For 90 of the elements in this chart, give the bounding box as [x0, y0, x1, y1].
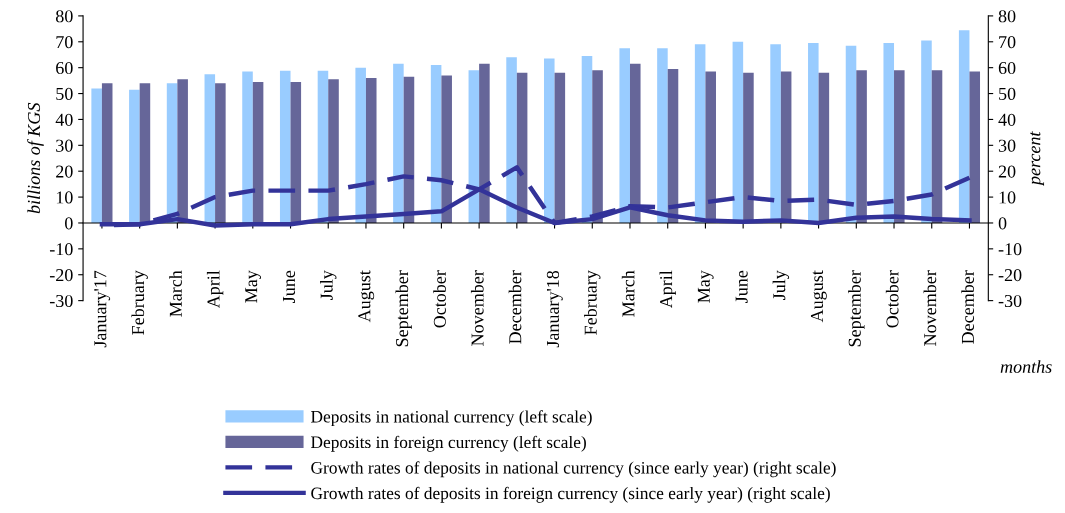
x-tick-label: November: [923, 270, 937, 346]
x-tick-label: September: [848, 270, 865, 347]
y2-tick-label: 30: [998, 139, 1016, 152]
x-tick-label: December: [961, 270, 974, 344]
bar: [969, 71, 981, 223]
y2-axis-title: percent: [1030, 131, 1045, 187]
y-tick-label: 80: [55, 10, 73, 23]
bar: [129, 89, 140, 223]
bar: [441, 75, 452, 223]
x-tick-label: September: [395, 270, 412, 347]
y-tick-label: 70: [56, 36, 73, 49]
y2-tick-label: -30: [998, 294, 1022, 308]
y-tick-label: -30: [49, 294, 73, 308]
bar: [204, 74, 216, 223]
x-tick-label: March: [621, 270, 635, 317]
y-tick-label: -10: [49, 243, 73, 256]
bar: [252, 81, 264, 223]
x-tick-label: November: [470, 270, 484, 346]
x-tick-label: June: [735, 270, 748, 303]
x-tick-label: August: [810, 270, 827, 323]
legend-label: Growth rates of deposits in foreign currency (since early year) (right scale): [311, 486, 830, 503]
y2-tick-label: 0: [998, 217, 1007, 230]
y-tick-label: 20: [56, 165, 73, 178]
x-tick-label: August: [358, 270, 375, 323]
x-tick-label: July: [320, 270, 337, 300]
x-tick-label: April: [206, 270, 224, 309]
bar: [215, 83, 226, 223]
y2-tick-label: 40: [998, 113, 1016, 126]
x-tick-label: January'17: [94, 270, 111, 348]
legend-label: Deposits in foreign currency (left scale): [311, 435, 586, 452]
bar: [845, 45, 857, 223]
x-tick-label: February: [131, 270, 148, 335]
bar: [657, 48, 668, 223]
y2-tick-label: 60: [998, 61, 1016, 75]
bar: [554, 72, 566, 223]
y-tick-label: 10: [56, 191, 73, 204]
bar: [328, 79, 339, 223]
bar: [581, 56, 593, 223]
y2-tick-label: 70: [999, 36, 1016, 49]
y2-tick-label: 80: [998, 10, 1016, 23]
x-tick-label: December: [508, 270, 522, 344]
bar: [818, 72, 830, 223]
x-tick-label: January'18: [546, 270, 563, 348]
bar: [91, 88, 102, 223]
bar: [101, 83, 113, 223]
bar: [139, 83, 151, 223]
y2-tick-label: -10: [998, 243, 1022, 256]
legend-label: Deposits in national currency (left scale): [311, 410, 592, 427]
y2-tick-label: 20: [998, 165, 1016, 178]
x-tick-label: June: [283, 270, 296, 303]
bar: [177, 79, 188, 223]
bar: [629, 63, 641, 223]
bar: [479, 63, 490, 223]
bar: [883, 43, 895, 223]
x-tick-label: July: [772, 270, 790, 300]
x-tick-label: February: [584, 270, 601, 335]
bar: [290, 81, 302, 223]
y-axis-title: billions of KGS: [27, 102, 44, 214]
y-tick-label: 40: [55, 113, 73, 126]
x-tick-label: October: [885, 270, 899, 328]
bar: [393, 63, 404, 223]
bar: [856, 70, 867, 223]
x-tick-label: March: [169, 270, 182, 317]
x-tick-label: April: [659, 270, 676, 309]
x-tick-label: October: [433, 270, 446, 328]
bar: [931, 70, 943, 223]
bar: [543, 58, 555, 223]
bar: [365, 78, 377, 223]
y2-tick-label: -20: [998, 268, 1022, 282]
bar: [242, 71, 253, 223]
bar: [921, 40, 932, 223]
y2-tick-label: 10: [999, 191, 1016, 204]
x-axis-title: months: [1000, 360, 1052, 373]
x-tick-label: May: [697, 270, 714, 303]
bar: [355, 67, 366, 223]
bar: [506, 57, 517, 223]
bar: [619, 48, 630, 223]
bar: [279, 70, 291, 223]
bar: [808, 43, 819, 223]
bar: [592, 70, 603, 223]
legend-label: Growth rates of deposits in national currency (since early year) (right scale): [311, 461, 836, 478]
y-tick-label: 50: [56, 87, 73, 100]
y-tick-label: 30: [56, 139, 73, 152]
bar: [894, 70, 905, 223]
y-tick-label: 0: [65, 217, 73, 230]
bar: [694, 44, 706, 223]
y-tick-label: 60: [56, 61, 73, 75]
y2-tick-label: 50: [999, 87, 1016, 100]
y-tick-label: -20: [49, 268, 73, 282]
x-tick-label: May: [245, 270, 261, 303]
